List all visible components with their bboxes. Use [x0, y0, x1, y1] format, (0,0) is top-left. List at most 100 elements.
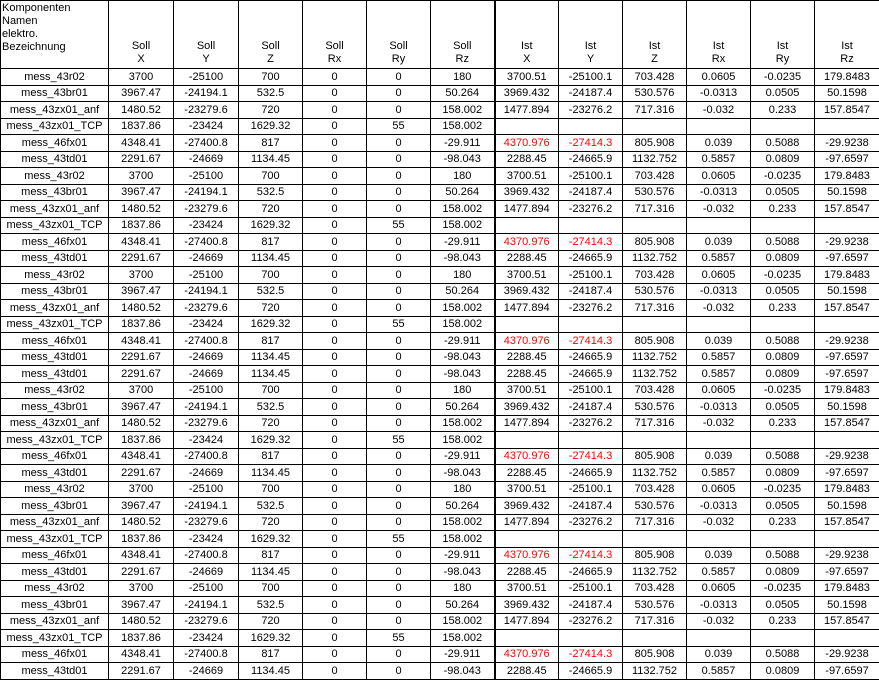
value-cell: 1477.894: [495, 514, 559, 531]
value-cell: 0.5088: [751, 333, 815, 350]
value-cell: -24194.1: [174, 184, 239, 201]
value-cell: 158.002: [431, 432, 495, 449]
value-cell: 0: [303, 300, 367, 317]
value-cell: [623, 118, 687, 135]
value-cell: -0.0235: [751, 69, 815, 86]
value-cell: -29.9238: [815, 333, 879, 350]
value-cell: 4348.41: [109, 135, 174, 152]
value-cell: 0: [367, 366, 431, 383]
value-cell: 3700: [109, 382, 174, 399]
value-cell: [751, 531, 815, 548]
value-cell: 0: [303, 399, 367, 416]
value-cell: -25100.1: [559, 69, 623, 86]
name-cell: mess_43r02: [1, 69, 109, 86]
value-cell: 158.002: [431, 531, 495, 548]
value-cell: -24669: [174, 465, 239, 482]
value-cell: 3700: [109, 267, 174, 284]
value-cell: 3700.51: [495, 168, 559, 185]
value-cell: 0.0605: [687, 382, 751, 399]
value-cell: -24665.9: [559, 349, 623, 366]
value-cell: 720: [239, 514, 303, 531]
value-cell: 2291.67: [109, 250, 174, 267]
value-cell: 0: [367, 448, 431, 465]
name-cell: mess_43r02: [1, 481, 109, 498]
value-cell: -24194.1: [174, 399, 239, 416]
value-cell: 50.1598: [815, 85, 879, 102]
value-cell: 0.5857: [687, 465, 751, 482]
value-cell: -24187.4: [559, 597, 623, 614]
value-cell: 3967.47: [109, 597, 174, 614]
value-cell: -23424: [174, 118, 239, 135]
column-header: Ist Rx: [687, 1, 751, 69]
name-cell: mess_43br01: [1, 399, 109, 416]
value-cell: -24669: [174, 250, 239, 267]
name-cell: mess_43zx01_anf: [1, 514, 109, 531]
value-cell: 817: [239, 448, 303, 465]
value-cell: 717.316: [623, 613, 687, 630]
column-header: Soll Rx: [303, 1, 367, 69]
value-cell: 0: [303, 465, 367, 482]
value-cell: 532.5: [239, 85, 303, 102]
value-cell: 157.8547: [815, 201, 879, 218]
value-cell: [559, 531, 623, 548]
value-cell: 50.264: [431, 184, 495, 201]
value-cell: 3969.432: [495, 184, 559, 201]
value-cell: 805.908: [623, 646, 687, 663]
value-cell: 805.908: [623, 135, 687, 152]
column-header: Soll Z: [239, 1, 303, 69]
value-cell: [623, 432, 687, 449]
name-cell: mess_46fx01: [1, 135, 109, 152]
value-cell: -25100.1: [559, 481, 623, 498]
value-cell: -25100.1: [559, 580, 623, 597]
value-cell: 0.5857: [687, 250, 751, 267]
value-cell: 50.1598: [815, 597, 879, 614]
value-cell: [495, 531, 559, 548]
value-cell: 530.576: [623, 184, 687, 201]
value-cell: 50.264: [431, 85, 495, 102]
value-cell: -27414.3: [559, 333, 623, 350]
value-cell: 700: [239, 267, 303, 284]
value-cell: [623, 217, 687, 234]
value-cell: 805.908: [623, 234, 687, 251]
column-header: Soll Ry: [367, 1, 431, 69]
value-cell: 0.0505: [751, 283, 815, 300]
value-cell: 0: [303, 531, 367, 548]
value-cell: 55: [367, 630, 431, 647]
value-cell: 180: [431, 168, 495, 185]
value-cell: 0.5088: [751, 135, 815, 152]
value-cell: 0: [303, 168, 367, 185]
value-cell: 1134.45: [239, 465, 303, 482]
value-cell: -23279.6: [174, 102, 239, 119]
value-cell: [623, 531, 687, 548]
value-cell: -24669: [174, 151, 239, 168]
value-cell: 55: [367, 118, 431, 135]
value-cell: 0.233: [751, 613, 815, 630]
value-cell: [687, 531, 751, 548]
value-cell: 158.002: [431, 613, 495, 630]
value-cell: [687, 432, 751, 449]
value-cell: 158.002: [431, 514, 495, 531]
value-cell: -98.043: [431, 663, 495, 680]
value-cell: 0: [367, 250, 431, 267]
value-cell: 532.5: [239, 283, 303, 300]
value-cell: 703.428: [623, 69, 687, 86]
value-cell: -27400.8: [174, 333, 239, 350]
value-cell: 0: [367, 333, 431, 350]
value-cell: -29.9238: [815, 646, 879, 663]
value-cell: 3969.432: [495, 498, 559, 515]
name-cell: mess_43r02: [1, 168, 109, 185]
value-cell: 1134.45: [239, 366, 303, 383]
value-cell: 3969.432: [495, 85, 559, 102]
name-cell: mess_43br01: [1, 498, 109, 515]
value-cell: -29.9238: [815, 547, 879, 564]
